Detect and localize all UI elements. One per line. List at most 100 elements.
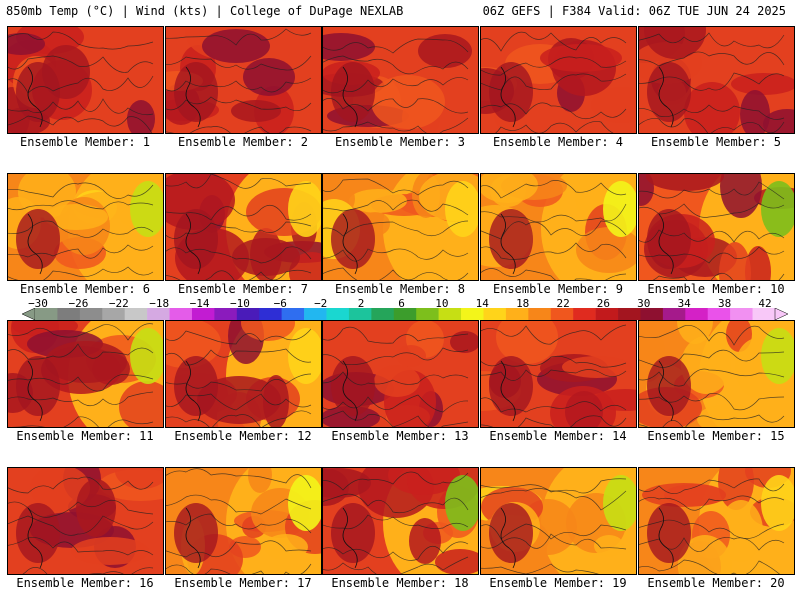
ensemble-member-label: Ensemble Member: 11 [16, 429, 154, 443]
temperature-map [323, 174, 478, 280]
colorbar-swatch [124, 308, 148, 320]
colorbar-swatch [752, 308, 776, 320]
ensemble-member-label: Ensemble Member: 7 [177, 282, 309, 296]
colorbar-swatch [281, 308, 305, 320]
ensemble-map-panel [165, 173, 322, 281]
colorbar-swatch [326, 308, 350, 320]
colorbar-tick-label: 26 [596, 297, 611, 310]
colorbar-tick-label: −30 [28, 297, 48, 310]
ensemble-map-panel [638, 173, 795, 281]
ensemble-map-panel [7, 173, 164, 281]
ensemble-map-panel [165, 26, 322, 134]
colorbar-swatch [662, 308, 686, 320]
temperature-map [481, 174, 636, 280]
ensemble-map-panel [322, 467, 479, 575]
temperature-map [481, 321, 636, 427]
colorbar-swatch [707, 308, 731, 320]
colorbar-swatch [393, 308, 417, 320]
colorbar-swatch [214, 308, 238, 320]
temperature-map [481, 468, 636, 574]
ensemble-member-label: Ensemble Member: 19 [489, 576, 627, 590]
ensemble-map-panel [165, 320, 322, 428]
colorbar-swatch [505, 308, 529, 320]
ensemble-map-panel [638, 467, 795, 575]
ensemble-member-label: Ensemble Member: 3 [334, 135, 466, 149]
ensemble-map-panel [7, 467, 164, 575]
colorbar-swatch [461, 308, 484, 320]
colorbar-tick-label: −22 [108, 297, 129, 310]
colorbar-swatch [528, 308, 552, 320]
ensemble-member-label: Ensemble Member: 15 [647, 429, 785, 443]
colorbar-tick-label: 14 [475, 297, 489, 310]
colorbar-swatch [640, 308, 664, 320]
temperature-map [323, 27, 478, 133]
temperature-map [323, 468, 478, 574]
ensemble-map-panel [638, 320, 795, 428]
temperature-map [639, 174, 794, 280]
colorbar-swatch [348, 308, 372, 320]
colorbar-swatch [236, 308, 260, 320]
ensemble-map-panel [480, 320, 637, 428]
colorbar-swatch [79, 308, 103, 320]
header-title-right: 06Z GEFS | F384 Valid: 06Z TUE JUN 24 20… [482, 4, 786, 18]
ensemble-member-label: Ensemble Member: 8 [334, 282, 466, 296]
colorbar-swatch [57, 308, 81, 320]
colorbar-tick-label: −6 [273, 297, 287, 310]
colorbar-swatch [371, 308, 395, 320]
colorbar-max-arrow [774, 308, 788, 320]
temperature-map [639, 321, 794, 427]
ensemble-map-panel [7, 26, 164, 134]
colorbar-swatch [169, 308, 193, 320]
colorbar-tick-label: 22 [556, 297, 570, 310]
ensemble-map-panel [480, 467, 637, 575]
ensemble-map-panel [480, 173, 637, 281]
ensemble-member-label: Ensemble Member: 6 [19, 282, 151, 296]
colorbar-swatch [618, 308, 641, 320]
ensemble-map-panel [322, 320, 479, 428]
temperature-map [8, 321, 163, 427]
colorbar-swatch [147, 308, 170, 320]
colorbar-swatch [304, 308, 327, 320]
temperature-map [639, 468, 794, 574]
colorbar-swatch [550, 308, 574, 320]
temperature-map [8, 27, 163, 133]
ensemble-map-panel [165, 467, 322, 575]
colorbar-tick-label: 6 [398, 297, 405, 310]
colorbar-tick-label: 38 [717, 297, 732, 310]
ensemble-member-label: Ensemble Member: 1 [19, 135, 151, 149]
colorbar-min-arrow [22, 308, 36, 320]
temperature-map [166, 174, 321, 280]
ensemble-map-panel [7, 320, 164, 428]
temperature-map [639, 27, 794, 133]
ensemble-map-panel [322, 173, 479, 281]
temperature-map [8, 174, 163, 280]
temperature-map [323, 321, 478, 427]
colorbar-swatch [438, 308, 462, 320]
header-title-left: 850mb Temp (°C) | Wind (kts) | College o… [6, 4, 404, 18]
ensemble-member-label: Ensemble Member: 9 [492, 282, 624, 296]
temperature-map [166, 321, 321, 427]
temperature-map [166, 468, 321, 574]
ensemble-member-label: Ensemble Member: 14 [489, 429, 627, 443]
ensemble-map-panel [322, 26, 479, 134]
colorbar-swatch [259, 308, 282, 320]
colorbar-swatch [573, 308, 596, 320]
colorbar-tick-label: −2 [314, 297, 328, 310]
colorbar-swatch [685, 308, 709, 320]
ensemble-member-label: Ensemble Member: 16 [16, 576, 154, 590]
temperature-map [481, 27, 636, 133]
ensemble-map-panel [638, 26, 795, 134]
colorbar-swatch [595, 308, 619, 320]
ensemble-member-label: Ensemble Member: 12 [174, 429, 312, 443]
colorbar-tick-label: −18 [149, 297, 170, 310]
ensemble-member-label: Ensemble Member: 17 [174, 576, 312, 590]
colorbar-tick-label: 2 [357, 297, 365, 310]
colorbar-tick-label: −14 [189, 297, 210, 310]
colorbar-swatch [102, 308, 125, 320]
colorbar-labels: −30 −26 −22 −18 −14 −10 −6 −2 2 6 10 14 18 22 26 30 34 38… [0, 297, 800, 311]
temperature-map [166, 27, 321, 133]
colorbar-tick-label: 18 [516, 297, 530, 310]
colorbar-swatch [416, 308, 439, 320]
colorbar-swatch [730, 308, 753, 320]
ensemble-member-label: Ensemble Member: 20 [647, 576, 785, 590]
